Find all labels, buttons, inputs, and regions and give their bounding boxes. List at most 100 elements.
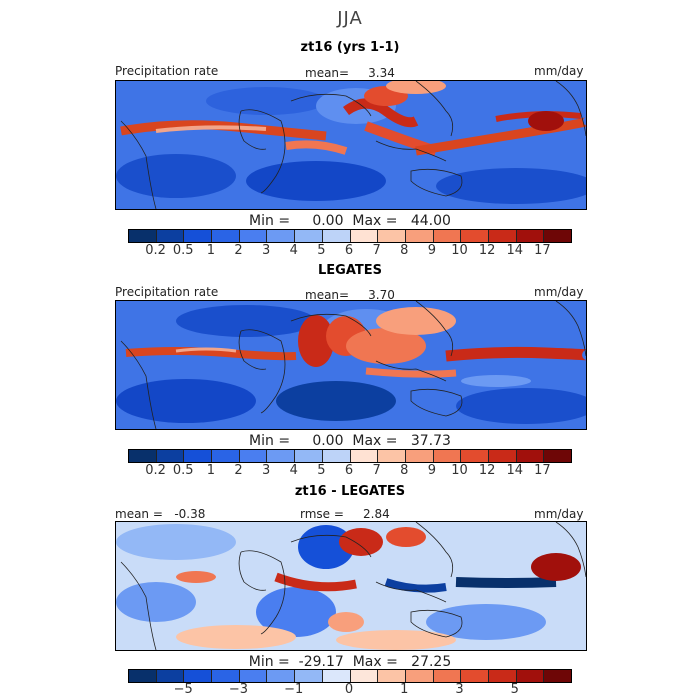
colorbar-swatch bbox=[129, 230, 157, 242]
colorbar-tick-label: 0.2 bbox=[145, 243, 166, 258]
colorbar-tick-label: 1 bbox=[400, 682, 409, 697]
colorbar-swatch bbox=[461, 230, 489, 242]
colorbar-swatch bbox=[184, 670, 213, 682]
colorbar-swatch bbox=[322, 230, 351, 242]
panel-1-units-label: mm/day bbox=[534, 64, 584, 78]
panel-3-map bbox=[115, 521, 587, 651]
colorbar-swatch bbox=[433, 230, 462, 242]
colorbar-tick-label: 5 bbox=[317, 243, 326, 258]
colorbar-tick-label: 4 bbox=[289, 243, 298, 258]
colorbar-swatch bbox=[267, 450, 296, 462]
colorbar-swatch bbox=[156, 670, 185, 682]
colorbar-tick-label: −3 bbox=[228, 682, 249, 697]
colorbar-tick-label: 8 bbox=[400, 243, 409, 258]
colorbar-tick-label: 14 bbox=[506, 243, 524, 258]
colorbar-tick-label: 2 bbox=[234, 463, 243, 478]
colorbar-swatch bbox=[378, 670, 406, 682]
panel-1-map bbox=[115, 80, 587, 210]
colorbar-swatch bbox=[433, 450, 462, 462]
panel-2-colorbar-ticks: 0.2 0.5 1 2 3 4 5 6 7 8 9 10 12 14 17 bbox=[128, 463, 570, 479]
colorbar-tick-label: 6 bbox=[344, 463, 354, 478]
colorbar-swatch bbox=[212, 450, 240, 462]
colorbar-swatch bbox=[184, 230, 213, 242]
colorbar-tick-label: 1 bbox=[206, 463, 216, 478]
panel-1-colorbar bbox=[128, 229, 572, 243]
panel-3-units-label: mm/day bbox=[534, 507, 584, 521]
colorbar-swatch bbox=[267, 670, 296, 682]
colorbar-swatch bbox=[239, 450, 268, 462]
colorbar-swatch bbox=[405, 450, 434, 462]
colorbar-swatch bbox=[544, 230, 571, 242]
panel-3-mean-label: mean = -0.38 bbox=[115, 507, 206, 521]
colorbar-swatch bbox=[516, 670, 545, 682]
colorbar-tick-label: 0 bbox=[344, 682, 354, 697]
colorbar-tick-label: 8 bbox=[400, 463, 409, 478]
panel-2-variable-label: Precipitation rate bbox=[115, 285, 219, 299]
colorbar-tick-label: 17 bbox=[534, 463, 551, 478]
colorbar-tick-label: 3 bbox=[261, 243, 271, 258]
colorbar-swatch bbox=[129, 670, 157, 682]
colorbar-tick-label: 5 bbox=[317, 463, 326, 478]
panel-1-colorbar-ticks: 0.2 0.5 1 2 3 4 5 6 7 8 9 10 12 14 17 bbox=[128, 243, 570, 259]
colorbar-swatch bbox=[516, 450, 545, 462]
colorbar-swatch bbox=[156, 450, 185, 462]
colorbar-swatch bbox=[239, 230, 268, 242]
colorbar-tick-label: 7 bbox=[372, 463, 381, 478]
colorbar-tick-label: 3 bbox=[261, 463, 271, 478]
colorbar-swatch bbox=[544, 670, 571, 682]
colorbar-swatch bbox=[488, 450, 517, 462]
colorbar-tick-label: 3 bbox=[455, 682, 464, 697]
colorbar-tick-label: 0.5 bbox=[172, 463, 194, 478]
colorbar-tick-label: 7 bbox=[372, 243, 381, 258]
colorbar-tick-label: 0.2 bbox=[145, 463, 166, 478]
colorbar-tick-label: −5 bbox=[173, 682, 193, 697]
colorbar-tick-label: 9 bbox=[427, 243, 437, 258]
colorbar-swatch bbox=[405, 670, 434, 682]
colorbar-tick-label: 1 bbox=[206, 243, 216, 258]
panel-2-units-label: mm/day bbox=[534, 285, 584, 299]
colorbar-tick-label: 14 bbox=[506, 463, 524, 478]
colorbar-swatch bbox=[322, 450, 351, 462]
colorbar-tick-label: 9 bbox=[427, 463, 437, 478]
colorbar-tick-label: 5 bbox=[510, 682, 519, 697]
panel-3-title: zt16 - LEGATES bbox=[294, 484, 406, 499]
panel-2-colorbar bbox=[128, 449, 572, 463]
colorbar-tick-label: 17 bbox=[534, 243, 551, 258]
colorbar-swatch bbox=[295, 230, 323, 242]
panel-2-range-text: Min = 0.00 Max = 37.73 bbox=[249, 433, 451, 449]
colorbar-swatch bbox=[405, 230, 434, 242]
colorbar-swatch bbox=[350, 450, 379, 462]
panel-3-colorbar-ticks: −5 −3 −1 0 1 3 5 bbox=[128, 682, 570, 698]
colorbar-swatch bbox=[488, 670, 517, 682]
colorbar-swatch bbox=[295, 450, 323, 462]
panel-1-mean-label: mean= 3.34 bbox=[305, 66, 395, 80]
colorbar-tick-label: −1 bbox=[284, 682, 304, 697]
colorbar-swatch bbox=[378, 450, 406, 462]
colorbar-swatch bbox=[544, 450, 571, 462]
panel-1-range-text: Min = 0.00 Max = 44.00 bbox=[249, 213, 451, 229]
colorbar-swatch bbox=[350, 230, 379, 242]
panel-2-map bbox=[115, 300, 587, 430]
colorbar-swatch bbox=[433, 670, 462, 682]
panel-1-title: zt16 (yrs 1-1) bbox=[300, 40, 400, 55]
season-title: JJA bbox=[337, 8, 363, 29]
colorbar-swatch bbox=[322, 670, 351, 682]
colorbar-swatch bbox=[461, 670, 489, 682]
colorbar-swatch bbox=[516, 230, 545, 242]
colorbar-tick-label: 12 bbox=[478, 463, 496, 478]
colorbar-swatch bbox=[378, 230, 406, 242]
colorbar-swatch bbox=[156, 230, 185, 242]
colorbar-swatch bbox=[184, 450, 213, 462]
colorbar-swatch bbox=[488, 230, 517, 242]
colorbar-swatch bbox=[295, 670, 323, 682]
panel-3-range-text: Min = -29.17 Max = 27.25 bbox=[248, 654, 452, 670]
colorbar-tick-label: 10 bbox=[451, 243, 468, 258]
colorbar-swatch bbox=[129, 450, 157, 462]
colorbar-swatch bbox=[267, 230, 296, 242]
colorbar-tick-label: 10 bbox=[451, 463, 468, 478]
panel-2-mean-label: mean= 3.70 bbox=[305, 288, 395, 302]
colorbar-tick-label: 6 bbox=[344, 243, 354, 258]
panel-3-colorbar bbox=[128, 669, 572, 683]
panel-2-title: LEGATES bbox=[318, 263, 382, 278]
colorbar-swatch bbox=[350, 670, 379, 682]
